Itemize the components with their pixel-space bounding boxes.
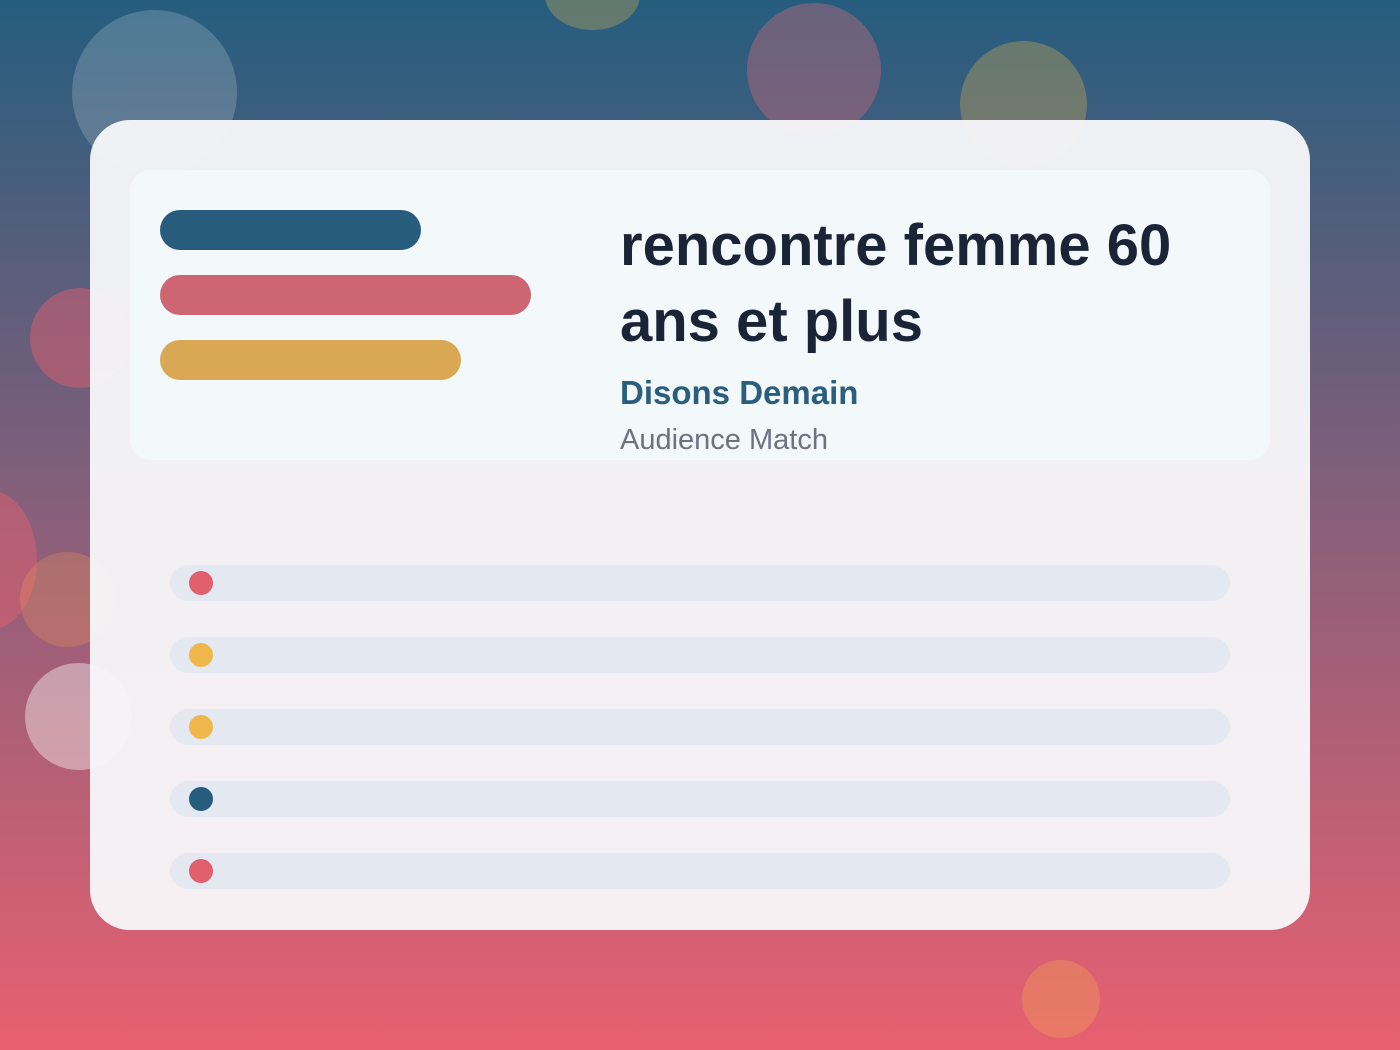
list-row (170, 565, 1230, 601)
bokeh (1022, 960, 1100, 1038)
list-row (170, 709, 1230, 745)
dot (189, 643, 213, 667)
dot (189, 787, 213, 811)
decor-bar (160, 275, 531, 315)
dot (189, 715, 213, 739)
bokeh (747, 3, 881, 137)
decor-bar (160, 210, 421, 250)
decor-bar (160, 340, 461, 380)
list-row (170, 781, 1230, 817)
list-row (170, 853, 1230, 889)
subtitle: Disons Demain (620, 374, 859, 411)
list-row (170, 637, 1230, 673)
bokeh (545, 0, 640, 30)
dot (189, 859, 213, 883)
tagline: Audience Match (620, 424, 828, 456)
dot (189, 571, 213, 595)
title: rencontre femme 60 ans et plus (620, 213, 1172, 354)
